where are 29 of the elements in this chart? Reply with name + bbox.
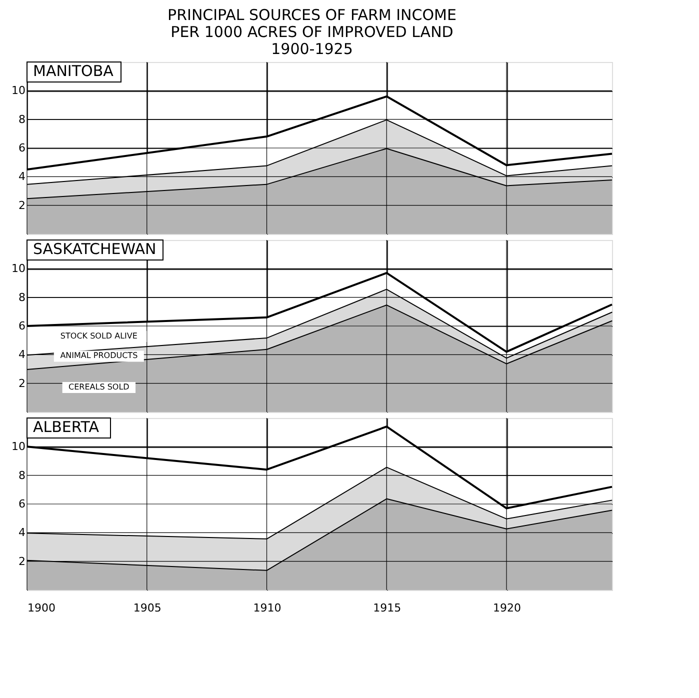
y-tick-label: 8 [18,290,26,304]
y-tick-label: 10 [12,262,26,276]
y-tick-label: 4 [18,170,26,184]
x-tick-label: 1910 [253,602,282,614]
series-label: CEREALS SOLD [68,382,130,392]
chart-title: SASKATCHEWAN [33,240,156,258]
chart-title: ALBERTA [33,418,100,436]
y-tick-label: 10 [12,440,26,454]
y-tick-label: 2 [18,198,26,212]
x-tick-label: 1920 [493,602,522,614]
chart-title: MANITOBA [33,62,114,80]
y-tick-label: 2 [18,376,26,390]
y-tick-label: 4 [18,348,26,362]
series-label: ANIMAL PRODUCTS [60,351,138,360]
y-tick-label: 6 [18,320,26,332]
x-tick-label: 1915 [373,602,402,614]
y-tick-label: 6 [18,498,26,510]
y-tick-label: 10 [12,84,26,98]
y-tick-label: 2 [18,554,26,568]
y-tick-label: 8 [18,468,26,482]
text: 1900-1925 [271,40,353,58]
series-label: STOCK SOLD ALIVE [60,331,138,340]
y-tick-label: 4 [18,526,26,540]
y-tick-label: 8 [18,112,26,126]
text: PRINCIPAL SOURCES OF FARM INCOME [168,6,456,24]
x-tick-label: 1900 [28,602,56,614]
y-tick-label: 6 [18,142,26,154]
x-tick-label: 1905 [133,602,162,614]
text: PER 1000 ACRES OF IMPROVED LAND [170,23,454,41]
